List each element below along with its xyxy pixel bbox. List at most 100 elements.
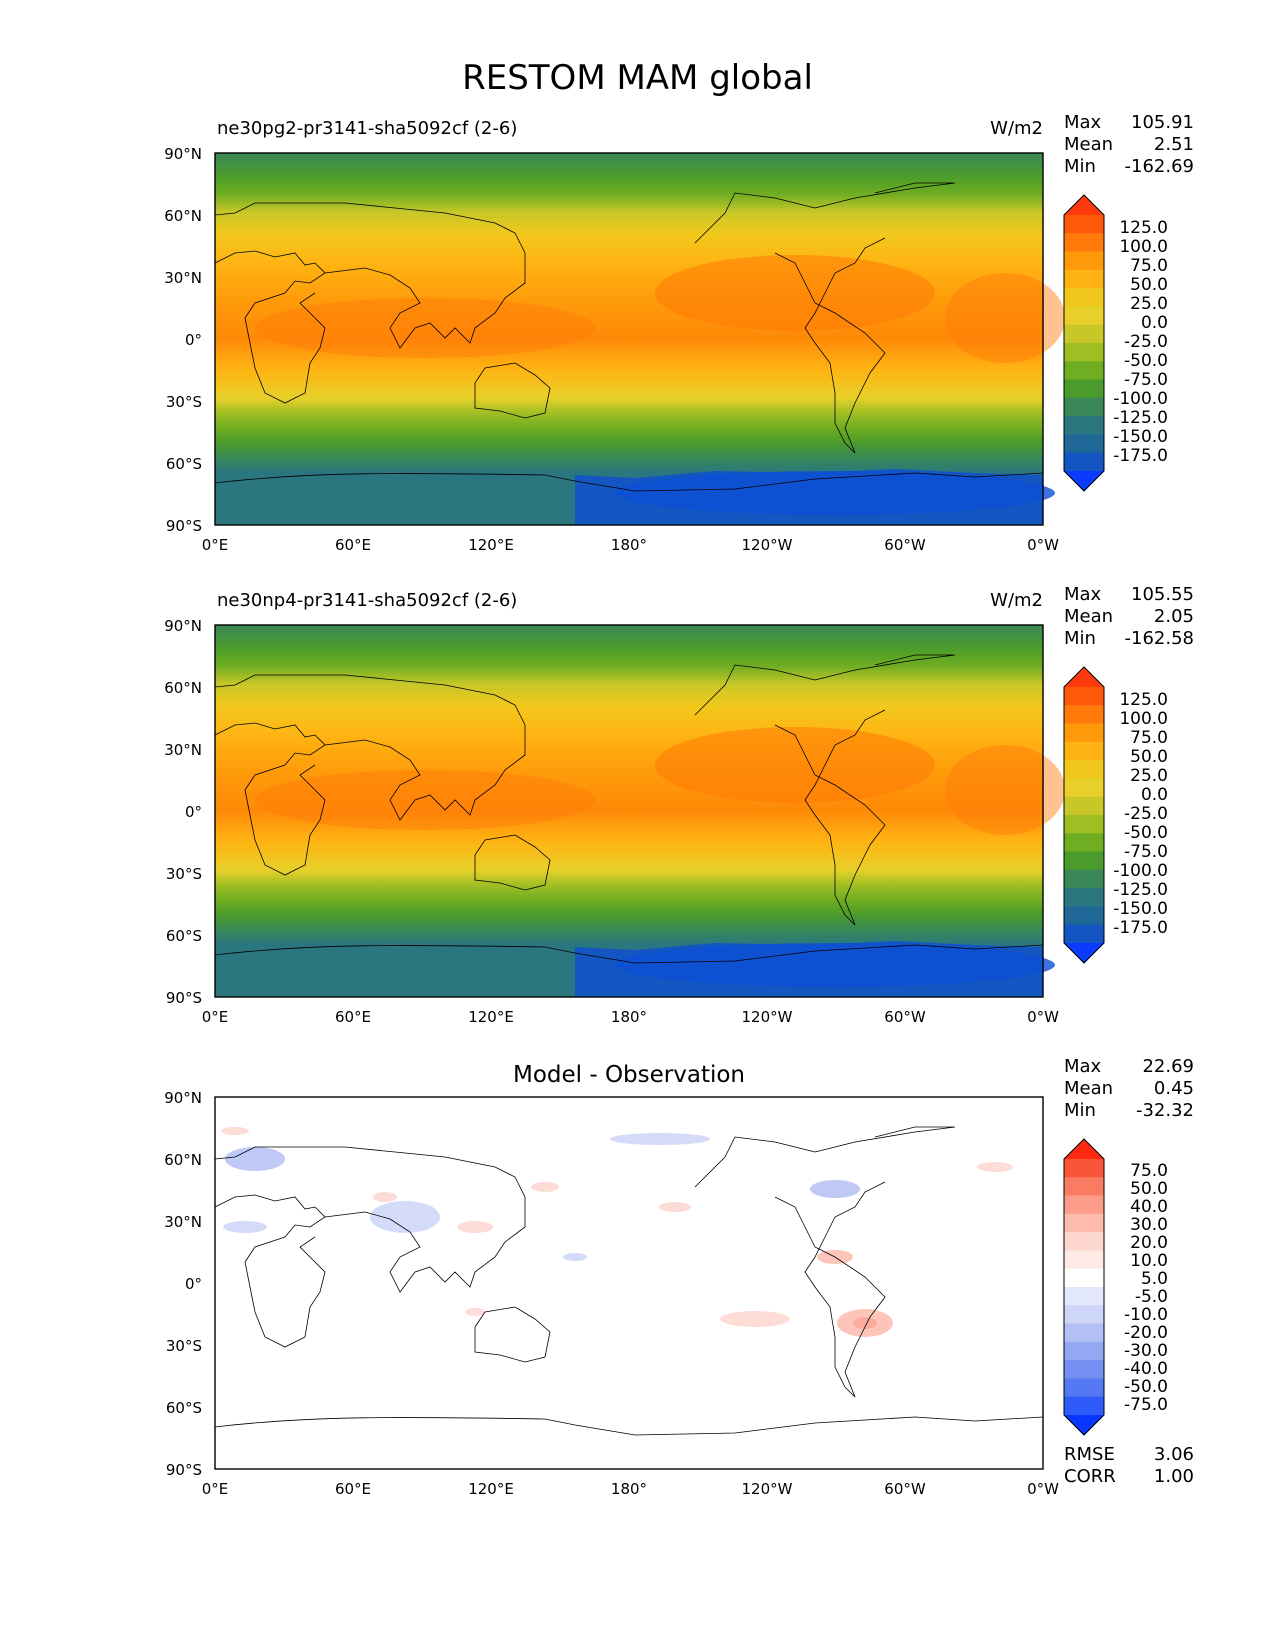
stat-min-label: Min [1064, 1100, 1096, 1121]
colorbar-tick-label: -5.0 [1134, 1287, 1168, 1307]
lon-tick: 0°E [201, 1480, 229, 1498]
colorbar-bin [1064, 1232, 1104, 1252]
colorbar-bin [1064, 1378, 1104, 1398]
stat-mean-label: Mean [1064, 606, 1114, 627]
rmse-value: 3.06 [1153, 1444, 1194, 1465]
lon-tick: 180° [610, 1480, 648, 1498]
colorbar-bin [1064, 687, 1104, 706]
colorbar-bin [1064, 306, 1104, 326]
panel-title: ne30pg2-pr3141-sha5092cf (2-6) [217, 118, 518, 139]
colorbar-tick-label: -175.0 [1113, 918, 1168, 938]
lat-tick: 60°S [165, 927, 202, 945]
colorbar-tick-label: -30.0 [1124, 1341, 1168, 1361]
lat-tick: 0° [184, 1275, 202, 1293]
colorbar-bin [1064, 1195, 1104, 1215]
lon-tick: 0°W [1027, 1008, 1059, 1026]
stats-box: Max 105.91 Mean 2.51 Min -162.69 [1064, 112, 1194, 178]
lat-tick: 30°S [165, 865, 202, 883]
colorbar-tick-label: 0.0 [1140, 313, 1168, 333]
lat-tick: 90°S [165, 517, 202, 535]
colorbar-tick-label: 125.0 [1119, 218, 1168, 238]
stat-min-label: Min [1064, 628, 1096, 649]
colorbar-bin [1064, 233, 1104, 253]
lat-tick: 30°N [164, 741, 202, 759]
lat-tick: 60°N [164, 207, 202, 225]
colorbar-tick-label: 0.0 [1140, 785, 1168, 805]
lon-tick: 60°W [884, 1480, 926, 1498]
stat-max-label: Max [1064, 112, 1102, 133]
lon-tick: 120°E [468, 1480, 514, 1498]
stat-max-label: Max [1064, 1056, 1102, 1077]
lat-tick: 90°N [164, 1089, 202, 1107]
map-plot [214, 152, 1065, 526]
colorbar-bin [1064, 833, 1104, 853]
colorbar-tick-label: -75.0 [1124, 842, 1168, 862]
stat-mean-value: 0.45 [1153, 1078, 1194, 1099]
colorbar-bin [1064, 1250, 1104, 1270]
stat-max-value: 105.91 [1131, 112, 1194, 133]
panel-test-pg2: ne30pg2-pr3141-sha5092cf (2-6) W/m2 Max 1… [0, 0, 1275, 554]
colorbar [1063, 1138, 1105, 1436]
lon-tick: 60°E [334, 1480, 372, 1498]
colorbar-tick-label: -75.0 [1124, 370, 1168, 390]
panel-title: ne30np4-pr3141-sha5092cf (2-6) [217, 590, 518, 611]
colorbar-bin [1064, 324, 1104, 344]
colorbar-bin [1064, 741, 1104, 761]
stat-mean-value: 2.05 [1153, 606, 1194, 627]
colorbar-extend-min [1064, 943, 1104, 963]
colorbar-outline [1063, 194, 1105, 492]
colorbar-tick-label: 125.0 [1119, 690, 1168, 710]
colorbar-bin [1064, 1213, 1104, 1233]
lat-tick: 60°S [165, 1399, 202, 1417]
panel-difference: Model - Observation Max 22.69 Mean 0.45 Mi… [0, 0, 1275, 1498]
lon-tick: 60°W [884, 536, 926, 554]
lon-tick: 120°E [468, 536, 514, 554]
stat-max-label: Max [1064, 584, 1102, 605]
lat-tick: 60°N [164, 679, 202, 697]
lat-tick: 60°S [165, 455, 202, 473]
colorbar-bin [1064, 760, 1104, 780]
stat-min-label: Min [1064, 156, 1096, 177]
colorbar-bin [1064, 397, 1104, 417]
stats-box: Max 22.69 Mean 0.45 Min -32.32 [1064, 1056, 1194, 1122]
colorbar-bin [1064, 343, 1104, 362]
corr-value: 1.00 [1153, 1466, 1194, 1487]
colorbar-tick-label: -25.0 [1124, 804, 1168, 824]
colorbar-bin [1064, 416, 1104, 436]
colorbar-bin [1064, 269, 1104, 289]
colorbar-tick-label: 100.0 [1119, 709, 1168, 729]
colorbar-tick-label: -10.0 [1124, 1305, 1168, 1325]
colorbar-tick-label: 50.0 [1130, 747, 1168, 767]
panel-title: Model - Observation [512, 1062, 746, 1088]
lon-tick: 60°E [334, 536, 372, 554]
stat-mean-value: 2.51 [1153, 134, 1194, 155]
colorbar-tick-label: -150.0 [1113, 899, 1168, 919]
colorbar-extend-max [1064, 667, 1104, 687]
stat-max-value: 105.55 [1131, 584, 1194, 605]
colorbar-bin [1064, 924, 1104, 944]
colorbar-tick-label: -40.0 [1124, 1359, 1168, 1379]
lat-tick: 90°N [164, 617, 202, 635]
lat-tick: 30°S [165, 393, 202, 411]
colorbar-extend-max [1064, 195, 1104, 215]
colorbar-tick-label: 50.0 [1130, 1179, 1168, 1199]
lon-tick: 120°E [468, 1008, 514, 1026]
colorbar-extend-min [1064, 1415, 1104, 1435]
colorbar-extend-max [1064, 1139, 1104, 1159]
colorbar-bin [1064, 1177, 1104, 1197]
colorbar-bin [1064, 1268, 1104, 1288]
colorbar-bin [1064, 869, 1104, 889]
colorbar-tick-label: -50.0 [1124, 823, 1168, 843]
lat-tick: 30°S [165, 1337, 202, 1355]
colorbar-tick-label: 40.0 [1130, 1197, 1168, 1217]
colorbar [1063, 194, 1105, 492]
colorbar-tick-label: 25.0 [1130, 294, 1168, 314]
lon-tick: 120°W [741, 1008, 793, 1026]
colorbar-bin [1064, 723, 1104, 743]
colorbar-tick-label: -100.0 [1113, 861, 1168, 881]
colorbar-tick-label: -20.0 [1124, 1323, 1168, 1343]
lon-tick: 120°W [741, 536, 793, 554]
colorbar-bin [1064, 215, 1104, 234]
colorbar-tick-label: 25.0 [1130, 766, 1168, 786]
lon-tick: 0°E [201, 536, 229, 554]
